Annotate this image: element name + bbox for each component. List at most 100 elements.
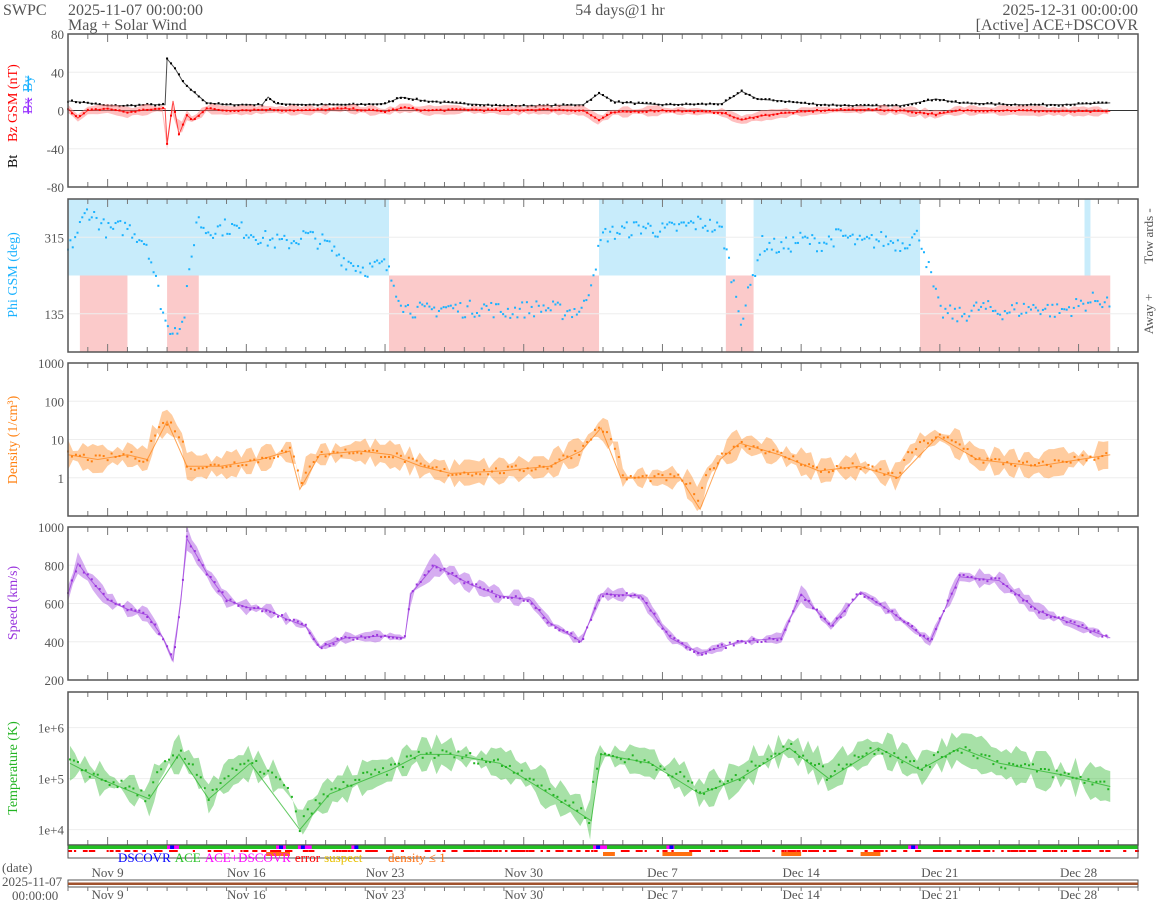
data-point <box>808 599 811 602</box>
data-point <box>1083 781 1086 784</box>
error-mark <box>1028 850 1034 852</box>
error-mark <box>240 850 243 852</box>
data-point <box>911 625 914 628</box>
data-point <box>130 608 133 611</box>
data-point <box>1081 109 1084 112</box>
data-point <box>253 607 256 610</box>
data-point <box>573 308 576 311</box>
data-point <box>146 459 149 462</box>
data-point <box>966 448 969 451</box>
data-point <box>839 104 842 107</box>
data-point <box>617 110 620 113</box>
error-mark <box>876 850 880 852</box>
data-point <box>288 247 291 250</box>
data-point <box>530 602 533 605</box>
data-point <box>463 471 466 474</box>
data-point <box>1069 104 1072 107</box>
data-point <box>554 626 557 629</box>
data-point <box>937 296 940 299</box>
data-point <box>389 763 392 766</box>
y-tick-label: 800 <box>45 558 65 573</box>
data-point <box>950 592 953 595</box>
error-mark <box>1007 850 1011 852</box>
data-point <box>110 599 113 602</box>
data-point <box>772 448 775 451</box>
data-point <box>90 216 93 219</box>
data-point <box>295 242 298 245</box>
data-point <box>530 108 533 111</box>
y-tick-label: 1 <box>58 471 65 486</box>
data-point <box>827 471 830 474</box>
data-point <box>582 299 585 302</box>
data-point <box>288 446 291 449</box>
data-point <box>870 234 873 237</box>
data-point <box>1037 110 1040 113</box>
data-point <box>525 301 528 304</box>
error-mark <box>1072 850 1079 852</box>
data-point <box>209 463 212 466</box>
data-point <box>756 259 759 262</box>
data-point <box>913 233 916 236</box>
data-point <box>897 756 900 759</box>
data-point <box>1012 763 1015 766</box>
data-point <box>877 240 880 243</box>
data-point <box>1027 306 1030 309</box>
data-point <box>335 254 338 257</box>
data-point <box>314 237 317 240</box>
data-point <box>176 332 179 335</box>
data-point <box>414 316 417 319</box>
data-point <box>647 222 650 225</box>
data-point <box>812 607 815 610</box>
data-point <box>1099 780 1102 783</box>
data-point <box>930 112 933 115</box>
data-point <box>885 751 888 754</box>
data-point <box>364 449 367 452</box>
data-point <box>1094 300 1097 303</box>
data-point <box>253 104 256 107</box>
data-point <box>917 766 920 769</box>
data-point <box>704 224 707 227</box>
data-point <box>697 499 700 502</box>
data-point <box>681 110 684 113</box>
data-point <box>701 226 704 229</box>
data-point <box>1087 778 1090 781</box>
data-point <box>734 774 737 777</box>
data-point <box>856 238 859 241</box>
error-mark <box>216 850 223 852</box>
data-point <box>277 102 280 105</box>
data-point <box>699 217 702 220</box>
data-point <box>1077 102 1080 105</box>
error-mark <box>442 850 446 852</box>
data-point <box>991 309 994 312</box>
data-point <box>1061 104 1064 107</box>
mag-ylabel: Bt Bz GSM (nT) Bx By <box>6 64 36 168</box>
data-point <box>376 449 379 452</box>
data-point <box>197 216 200 219</box>
error-mark <box>1045 850 1051 852</box>
data-point <box>958 306 961 309</box>
data-point <box>823 109 826 112</box>
data-point <box>205 466 208 469</box>
data-point <box>372 108 375 111</box>
data-point <box>578 310 581 313</box>
data-point <box>724 647 727 650</box>
data-point <box>889 755 892 758</box>
data-point <box>259 241 262 244</box>
data-point <box>758 764 761 767</box>
data-point <box>972 304 975 307</box>
data-point <box>625 478 628 481</box>
data-point <box>211 788 214 791</box>
data-point <box>923 251 925 254</box>
data-point <box>988 755 991 758</box>
data-point <box>443 109 446 112</box>
data-point <box>722 783 725 786</box>
data-point <box>216 225 219 228</box>
error-mark <box>172 850 178 852</box>
data-point <box>919 441 922 444</box>
data-point <box>251 762 254 765</box>
data-point <box>1097 630 1100 633</box>
data-point <box>245 234 248 237</box>
data-point <box>254 239 257 242</box>
data-point <box>976 757 979 760</box>
data-point <box>144 800 147 803</box>
